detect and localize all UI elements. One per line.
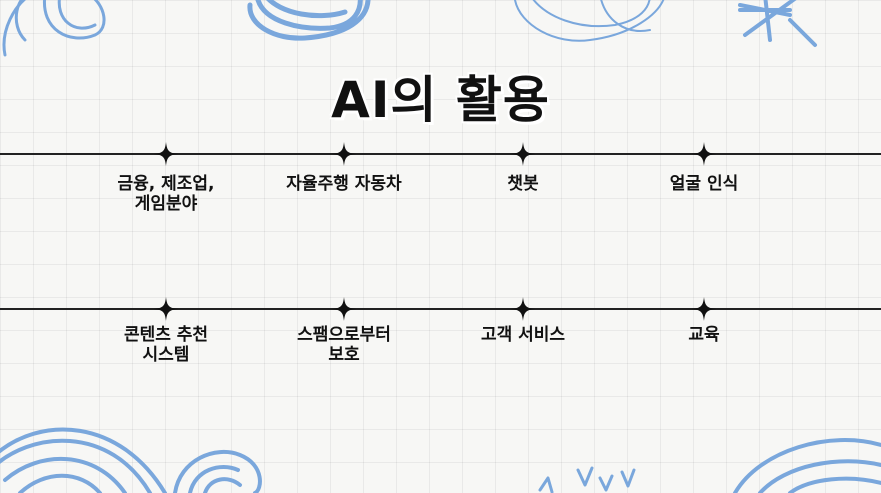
use-case-line: 게임분야: [134, 194, 198, 214]
use-case-line: 금융, 제조업,: [117, 174, 215, 194]
doodle-topright-scribble: [514, 0, 665, 42]
use-case-line: 보호: [328, 345, 360, 365]
use-case-face-recognition: 얼굴 인식: [619, 174, 789, 194]
use-case-spam-protection: 스팸으로부터 보호: [259, 325, 429, 365]
use-case-line: 챗봇: [507, 174, 539, 194]
sparkle-icon: [332, 297, 356, 321]
sparkle-icon: [511, 297, 535, 321]
use-case-autonomous-car: 자율주행 자동차: [259, 174, 429, 194]
use-case-line: 얼굴 인식: [669, 174, 739, 194]
doodle-bottom-zigzag: [538, 466, 636, 493]
use-case-line: 고객 서비스: [480, 325, 566, 345]
use-case-education: 교육: [619, 325, 789, 345]
use-case-content-recommendation: 콘텐츠 추천 시스템: [81, 325, 251, 365]
doodle-bottom-scribble: [173, 449, 262, 493]
use-case-finance-manufacturing-gaming: 금융, 제조업, 게임분야: [81, 174, 251, 214]
sparkle-icon: [154, 142, 178, 166]
doodle-bottomright-arcs: [733, 438, 881, 493]
doodle-topleft-loop: [2, 0, 27, 57]
sparkle-icon: [692, 142, 716, 166]
doodle-bottomleft-arcs: [0, 427, 167, 493]
sparkle-icon: [332, 142, 356, 166]
use-case-customer-service: 고객 서비스: [438, 325, 608, 345]
use-case-line: 교육: [688, 325, 720, 345]
doodle-topleft-swirl: [43, 0, 106, 40]
use-case-chatbot: 챗봇: [438, 174, 608, 194]
doodle-top-scribble: [247, 0, 371, 41]
use-case-line: 시스템: [142, 345, 190, 365]
timeline-line-2: [0, 308, 881, 310]
page-title: AI의 활용: [331, 71, 550, 129]
use-case-line: 콘텐츠 추천: [123, 325, 209, 345]
timeline-line-1: [0, 153, 881, 155]
doodle-topright-burst: [738, 0, 817, 47]
use-case-line: 자율주행 자동차: [286, 174, 402, 194]
sparkle-icon: [154, 297, 178, 321]
sparkle-icon: [511, 142, 535, 166]
sparkle-icon: [692, 297, 716, 321]
use-case-line: 스팸으로부터: [297, 325, 391, 345]
